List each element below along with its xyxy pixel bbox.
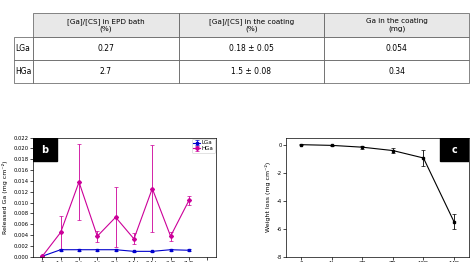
Legend: LGa, HGa: LGa, HGa [192,139,215,153]
Y-axis label: Weight loss (mg cm⁻²): Weight loss (mg cm⁻²) [265,162,271,232]
FancyBboxPatch shape [440,138,469,161]
Text: b: b [42,145,49,155]
Text: c: c [452,145,457,155]
FancyBboxPatch shape [33,138,57,161]
Y-axis label: Released Ga (mg cm⁻²): Released Ga (mg cm⁻²) [2,160,9,234]
